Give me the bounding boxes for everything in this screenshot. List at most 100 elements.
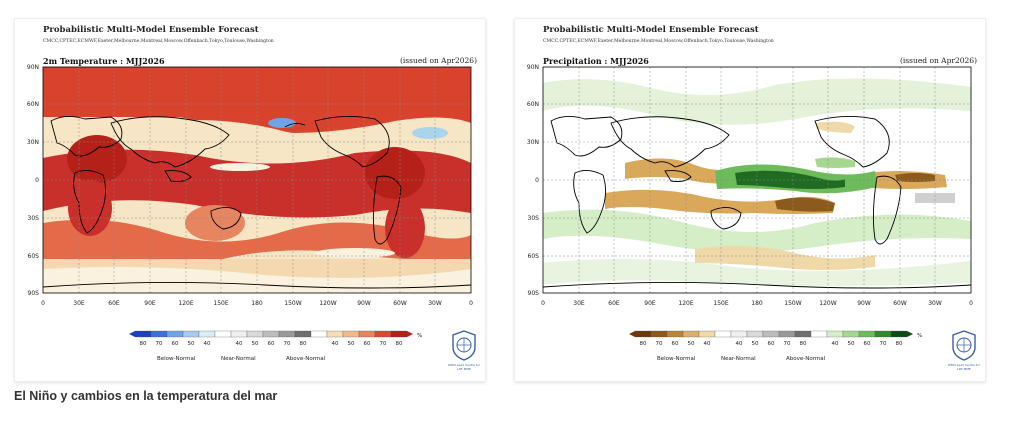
contributing-centers: CMCC,CPTEC,ECMWF,Exeter,Melbourne,Montre… [43,39,274,44]
colorbar-swatch [278,330,296,338]
map-frame [42,66,472,294]
lat-label: 0 [35,177,39,184]
category-below-normal: Below-Normal [157,356,196,362]
figure-caption: El Niño y cambios en la temperatura del … [14,389,278,403]
colorbar-left-arrow [129,331,135,337]
graticule [543,67,971,293]
latitude-labels: 90N 60N 30N 0 30S 60S 90S [527,64,539,297]
colorbar-tick-label: 60 [768,341,775,347]
temperature-map: 90N 60N 30N 0 30S 60S 90S 0 30E 60E 90E … [27,64,473,307]
colorbar-tick-label: 80 [300,341,307,347]
colorbar-swatch [698,330,716,338]
temperature-forecast-panel: Probabilistic Multi-Model Ensemble Forec… [14,18,486,382]
colorbar-tick-label: 60 [268,341,275,347]
lon-label: 90E [644,300,656,307]
wmo-logo-caption: WMO Lead Centre for LRF-MME [447,363,481,371]
map-frame [542,66,972,294]
lon-label: 0 [41,300,45,307]
colorbar-tick-label: 50 [688,341,695,347]
colorbar-unit: % [917,333,922,339]
lon-label: 120W [819,300,836,307]
colorbar-swatch [746,330,764,338]
colorbar-tick-label: 60 [172,341,179,347]
coastlines [542,116,972,289]
colorbar-swatch [294,330,312,338]
coastlines [42,116,472,289]
colorbar-swatch [794,330,812,338]
colorbar-tick-label: 40 [736,341,743,347]
category-near-normal: Near-Normal [221,356,256,362]
colorbar-swatch [182,330,200,338]
lon-label: 120E [178,300,193,307]
precipitation-map: 90N 60N 30N 0 30S 60S 90S 0 30E 60E 90E … [527,64,973,307]
lon-label: 0 [469,300,473,307]
colorbar-tick-label: 80 [140,341,147,347]
colorbar-tick-label: 80 [396,341,403,347]
issued-date: (issued on Apr2026) [399,56,477,65]
colorbar-tick-label: 80 [800,341,807,347]
colorbar-swatch [682,330,700,338]
lon-label: 60E [108,300,120,307]
colorbar-swatch [810,330,828,338]
colorbar-swatch [778,330,796,338]
colorbar-swatch [842,330,860,338]
wmo-logo [452,330,476,361]
lon-label: 30E [73,300,85,307]
colorbar-tick-label: 70 [784,341,791,347]
colorbar-swatch [198,330,216,338]
colorbar-tick-label: 40 [236,341,243,347]
panel-title: Probabilistic Multi-Model Ensemble Forec… [543,25,759,35]
colorbar-tick-label: 60 [864,341,871,347]
category-above-normal: Above-Normal [286,356,326,362]
colorbar-swatch [166,330,184,338]
lon-label: 60W [893,300,907,307]
lat-label: 90N [27,64,39,71]
latitude-labels: 90N 60N 30N 0 30S 60S 90S [27,64,39,297]
lon-label: 120W [319,300,336,307]
panel-subtitle: Precipitation : MJJ2026 [543,56,649,66]
lon-label: 90W [357,300,371,307]
temperature-colorbar: 80 70 60 50 40 40 50 60 70 80 40 50 60 70 80% [129,330,422,347]
lon-label: 0 [541,300,545,307]
colorbar-unit: % [417,333,422,339]
lat-label: 60N [27,101,39,108]
colorbar-tick-label: 50 [752,341,759,347]
colorbar-swatch [858,330,876,338]
colorbar-swatch [230,330,248,338]
longitude-labels: 0 30E 60E 90E 120E 150E 180 150W 120W 90… [541,300,973,307]
colorbar-tick-label: 40 [704,341,711,347]
colorbar-swatch [730,330,748,338]
lon-label: 30W [428,300,442,307]
colorbar-swatch [342,330,360,338]
precipitation-forecast-panel: Probabilistic Multi-Model Ensemble Forec… [514,18,986,382]
longitude-labels: 0 30E 60E 90E 120E 150E 180 150W 120W 90… [41,300,473,307]
wmo-logo [952,330,976,361]
colorbar-tick-label: 70 [380,341,387,347]
lat-label: 90S [28,290,40,297]
lon-label: 150E [713,300,728,307]
lon-label: 60W [393,300,407,307]
issued-date: (issued on Apr2026) [899,56,977,65]
lon-label: 120E [678,300,693,307]
lon-label: 30E [573,300,585,307]
colorbar-tick-label: 60 [364,341,371,347]
lon-label: 0 [969,300,973,307]
colorbar-swatch [246,330,264,338]
lon-label: 180 [751,300,763,307]
colorbar-swatch [134,330,152,338]
precipitation-colorbar: 80 70 60 50 40 40 50 60 70 80 40 50 60 70 80% [629,330,922,347]
lat-label: 60S [28,253,40,260]
category-near-normal: Near-Normal [721,356,756,362]
colorbar-left-arrow [629,331,635,337]
colorbar-swatch [390,330,408,338]
colorbar-tick-label: 80 [640,341,647,347]
colorbar-tick-label: 50 [348,341,355,347]
colorbar-swatch [214,330,232,338]
lat-label: 30S [28,215,40,222]
colorbar-tick-label: 40 [332,341,339,347]
lat-label: 90N [527,64,539,71]
lon-label: 150W [284,300,301,307]
colorbar-swatch [358,330,376,338]
colorbar-swatch [374,330,392,338]
colorbar-swatch [890,330,908,338]
